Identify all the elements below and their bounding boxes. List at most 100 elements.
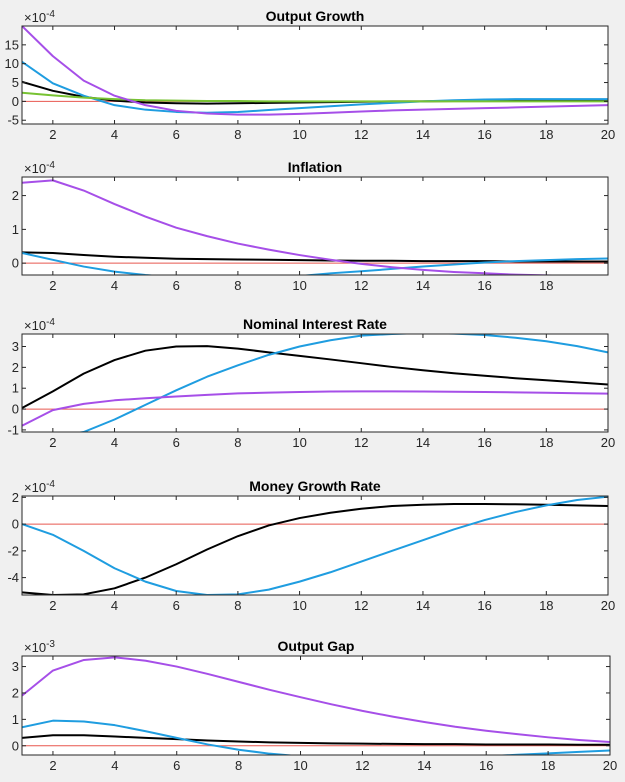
x-tick-label: 10 bbox=[292, 278, 306, 293]
subplot-4: 2 4 6 8 10 12 14 16 18 20 -4 -2 0 2 ×10-4 Money Growth … bbox=[7, 478, 615, 613]
y-tick-label: 2 bbox=[12, 360, 19, 375]
x-tick-label: 8 bbox=[234, 435, 241, 450]
axes-box bbox=[21, 176, 609, 276]
series-line-1 bbox=[22, 345, 608, 409]
x-tick-label: 12 bbox=[354, 435, 368, 450]
x-tick-label: 12 bbox=[355, 758, 369, 773]
y-tick-label: 2 bbox=[12, 685, 19, 700]
x-tick-label: 10 bbox=[292, 127, 306, 142]
y-tick-label: 1 bbox=[12, 712, 19, 727]
series-group bbox=[22, 656, 610, 755]
x-tick-label: 2 bbox=[49, 758, 56, 773]
x-tick-label: 4 bbox=[111, 598, 118, 613]
series-line-1 bbox=[22, 734, 610, 746]
series-line-2 bbox=[76, 334, 608, 432]
x-tick-label: 18 bbox=[539, 435, 553, 450]
x-tick-label: 20 bbox=[603, 758, 617, 773]
y-tick-label: 0 bbox=[12, 94, 19, 109]
x-tick-label: 12 bbox=[354, 598, 368, 613]
series-line-2 bbox=[22, 719, 610, 755]
x-tick-label: 4 bbox=[111, 278, 118, 293]
y-tick-label: 0 bbox=[12, 402, 19, 417]
x-tick-label: 2 bbox=[49, 598, 56, 613]
x-tick-label: 14 bbox=[416, 127, 430, 142]
series-line-3 bbox=[22, 179, 577, 275]
series-line-2 bbox=[22, 496, 608, 595]
x-tick-label: 20 bbox=[601, 127, 615, 142]
x-tick-label: 14 bbox=[416, 598, 430, 613]
x-tick-label: 8 bbox=[234, 127, 241, 142]
x-tick-label: 8 bbox=[234, 598, 241, 613]
y-tick-label: 5 bbox=[12, 75, 19, 90]
y-tick-label: 0 bbox=[12, 256, 19, 271]
series-group bbox=[22, 334, 608, 432]
x-tick-label: 6 bbox=[173, 127, 180, 142]
series-line-3 bbox=[22, 390, 608, 427]
y-tick-label: 1 bbox=[12, 222, 19, 237]
y-tick-label: 0 bbox=[12, 738, 19, 753]
y-tick-label: 1 bbox=[12, 381, 19, 396]
axis-exponent-label: ×10-4 bbox=[24, 479, 55, 495]
subplot-title: Money Growth Rate bbox=[249, 478, 381, 494]
x-tick-label: 8 bbox=[235, 758, 242, 773]
y-tick-label: 3 bbox=[12, 659, 19, 674]
series-line-2 bbox=[22, 60, 608, 114]
x-tick-label: 14 bbox=[416, 278, 430, 293]
series-line-3 bbox=[22, 91, 608, 103]
y-tick-label: 2 bbox=[12, 188, 19, 203]
x-tick-label: 16 bbox=[479, 758, 493, 773]
plot-area bbox=[22, 26, 608, 124]
plot-area bbox=[22, 334, 608, 432]
axis-exponent-label: ×10-4 bbox=[24, 317, 55, 333]
x-tick-label: 16 bbox=[477, 127, 491, 142]
axis-exponent-label: ×10-4 bbox=[24, 160, 55, 176]
series-group bbox=[22, 496, 608, 595]
x-tick-label: 6 bbox=[173, 598, 180, 613]
series-line-3 bbox=[22, 656, 610, 744]
y-tick-label: -5 bbox=[7, 113, 19, 128]
x-tick-label: 16 bbox=[477, 278, 491, 293]
axis-exponent-label: ×10-3 bbox=[24, 639, 55, 655]
x-tick-label: 18 bbox=[539, 127, 553, 142]
x-tick-label: 20 bbox=[601, 435, 615, 450]
axes-box bbox=[21, 333, 609, 433]
axes-box bbox=[21, 25, 609, 125]
subplot-title: Output Growth bbox=[266, 8, 365, 24]
x-tick-label: 8 bbox=[234, 278, 241, 293]
x-tick-label: 14 bbox=[416, 435, 430, 450]
subplot-title: Nominal Interest Rate bbox=[243, 316, 387, 332]
x-tick-label: 12 bbox=[354, 278, 368, 293]
series-line-4 bbox=[22, 26, 608, 116]
x-tick-label: 6 bbox=[173, 278, 180, 293]
x-tick-label: 18 bbox=[541, 758, 555, 773]
x-tick-label: 10 bbox=[293, 758, 307, 773]
subplot-1: 2 4 6 8 10 12 14 16 18 20 -5 0 5 10 15 ×10-4 Output Grow… bbox=[5, 8, 616, 142]
x-tick-label: 6 bbox=[173, 435, 180, 450]
x-tick-label: 2 bbox=[49, 127, 56, 142]
x-tick-label: 4 bbox=[111, 435, 118, 450]
series-group bbox=[22, 26, 608, 116]
axis-exponent-label: ×10-4 bbox=[24, 9, 55, 25]
y-tick-label: -1 bbox=[7, 422, 19, 437]
x-tick-label: 16 bbox=[477, 435, 491, 450]
x-tick-label: 6 bbox=[173, 758, 180, 773]
x-tick-label: 20 bbox=[601, 598, 615, 613]
x-tick-label: 12 bbox=[354, 127, 368, 142]
y-tick-label: 2 bbox=[12, 490, 19, 505]
x-tick-label: 2 bbox=[49, 435, 56, 450]
axes-box bbox=[21, 495, 609, 596]
y-tick-label: -2 bbox=[7, 543, 19, 558]
x-tick-label: 2 bbox=[49, 278, 56, 293]
plot-area bbox=[22, 656, 610, 755]
x-tick-label: 18 bbox=[539, 278, 553, 293]
x-tick-label: 14 bbox=[417, 758, 431, 773]
x-tick-label: 4 bbox=[111, 758, 118, 773]
x-tick-label: 10 bbox=[292, 435, 306, 450]
subplot-title: Output Gap bbox=[278, 638, 355, 654]
axes-box bbox=[21, 655, 611, 756]
y-tick-label: 3 bbox=[12, 339, 19, 354]
x-tick-label: 4 bbox=[111, 127, 118, 142]
